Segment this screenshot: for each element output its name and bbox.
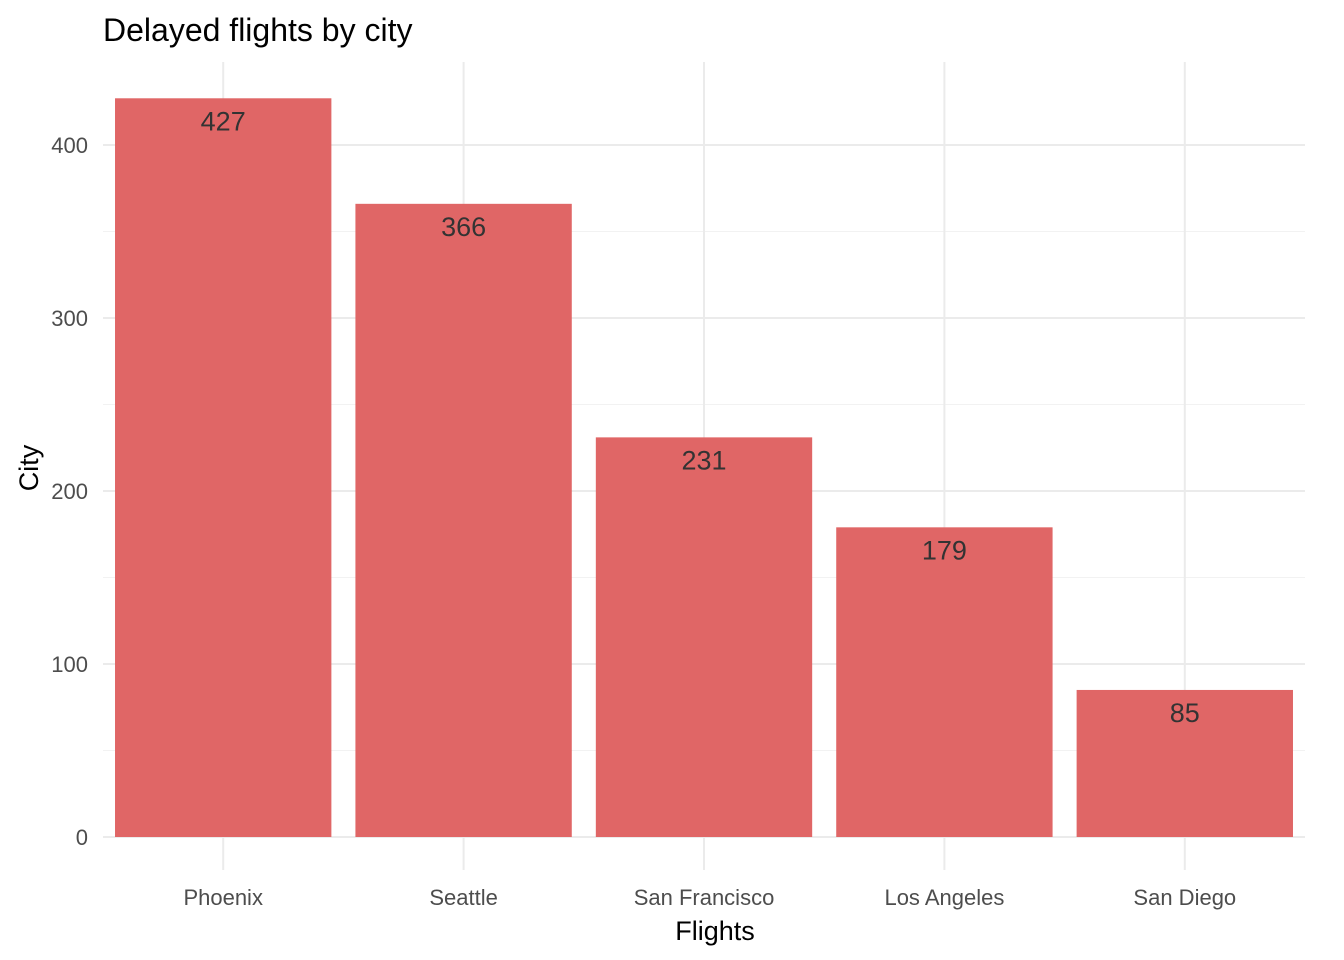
- bar: [1076, 689, 1293, 837]
- bar: [836, 527, 1053, 837]
- x-axis-title: Flights: [675, 916, 755, 946]
- x-tick-label: Seattle: [429, 885, 498, 910]
- data-label: 231: [681, 445, 726, 475]
- data-label: 366: [441, 212, 486, 242]
- data-label: 427: [201, 106, 246, 136]
- chart-title: Delayed flights by city: [103, 12, 412, 48]
- y-axis-title: City: [14, 444, 44, 491]
- x-tick-label: San Francisco: [634, 885, 775, 910]
- y-tick-label: 400: [51, 133, 88, 158]
- x-axis-ticks: Phoenix Seattle San Francisco Los Angeles Sa…: [183, 885, 1236, 910]
- y-axis-ticks: 0 100 200 300 400: [51, 133, 88, 850]
- y-tick-label: 100: [51, 652, 88, 677]
- data-label: 179: [922, 535, 967, 565]
- y-tick-label: 300: [51, 306, 88, 331]
- data-labels: 427 366 231 179 85: [201, 106, 1200, 728]
- y-tick-label: 0: [76, 825, 88, 850]
- bar: [115, 98, 332, 838]
- x-tick-label: San Diego: [1133, 885, 1236, 910]
- x-tick-label: Los Angeles: [884, 885, 1004, 910]
- bars: [115, 98, 1293, 838]
- bar: [355, 203, 572, 837]
- y-tick-label: 200: [51, 479, 88, 504]
- data-label: 85: [1170, 698, 1200, 728]
- x-tick-label: Phoenix: [183, 885, 263, 910]
- bar: [595, 437, 813, 837]
